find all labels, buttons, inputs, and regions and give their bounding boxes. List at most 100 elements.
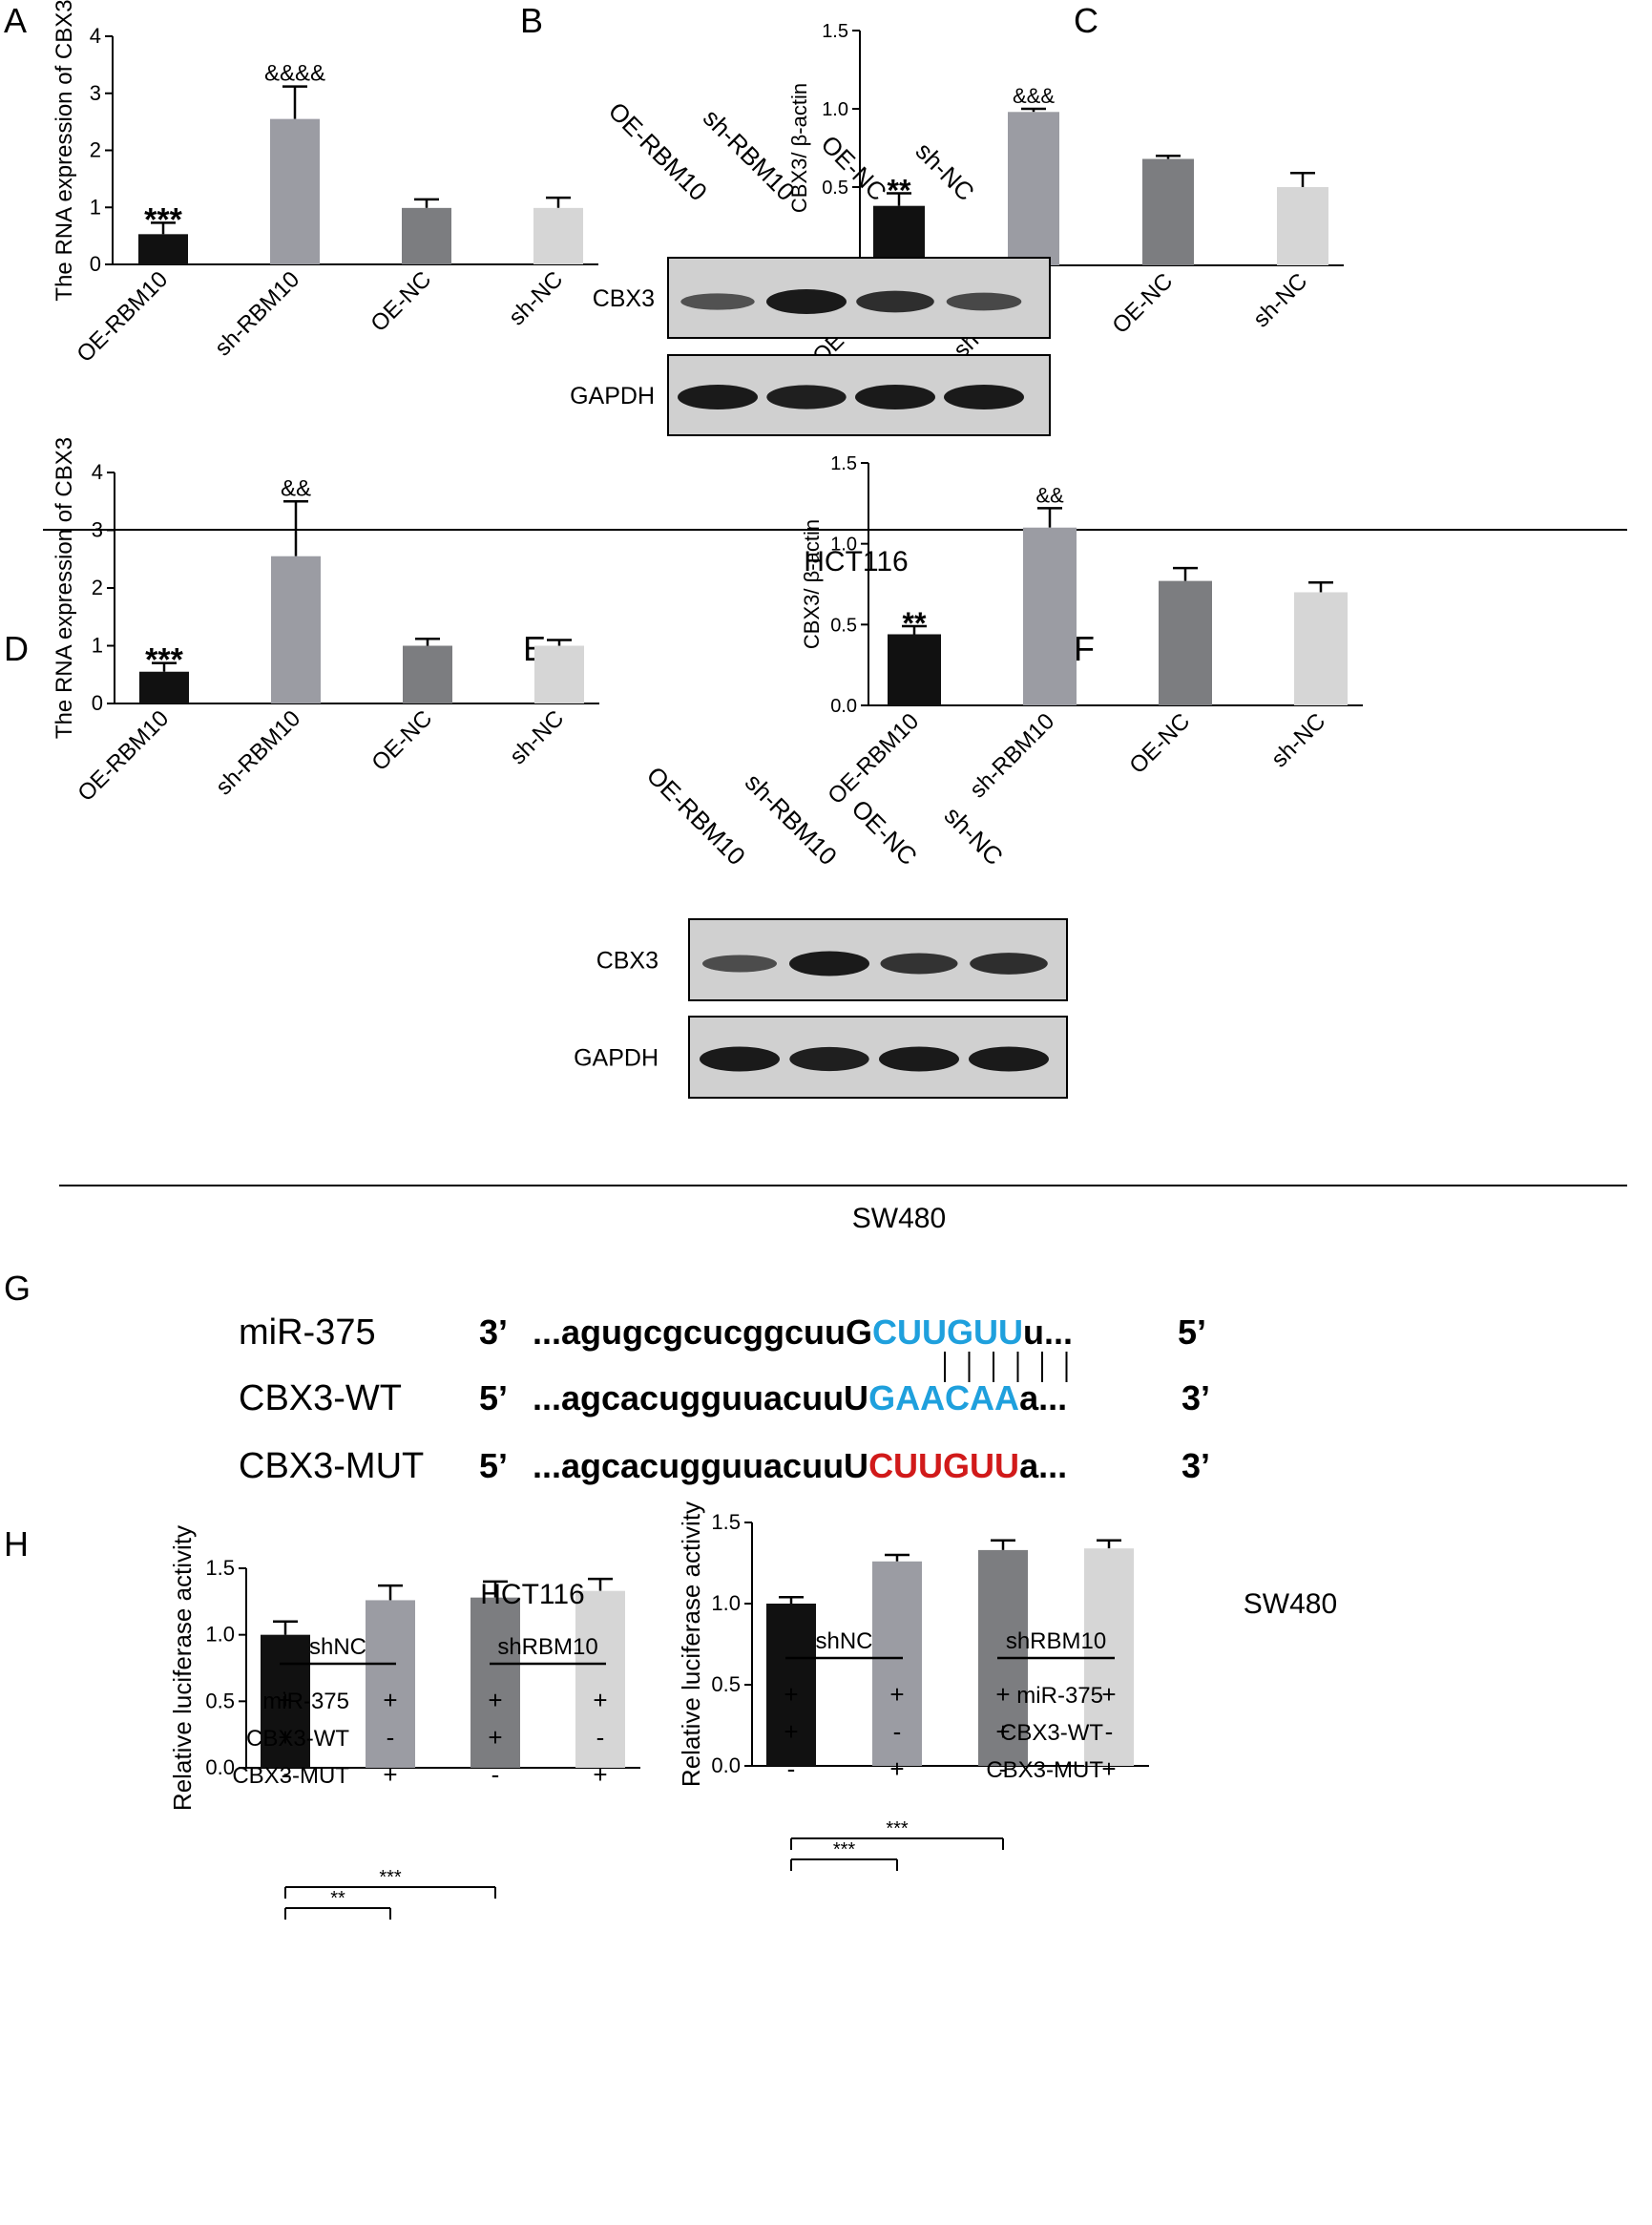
category-label: sh-RBM10 [965, 708, 1059, 803]
blot-band [766, 289, 847, 314]
y-tick-label: 4 [90, 24, 101, 48]
panel-letter-g: G [4, 1269, 31, 1308]
condition-mark: + [889, 1680, 904, 1709]
condition-mark: + [995, 1717, 1010, 1746]
bar-2 [402, 207, 451, 264]
condition-mark: - [491, 1760, 500, 1789]
blot-band [855, 385, 935, 409]
group-label-middle: SW480 [852, 1203, 946, 1234]
significance-label: ** [903, 606, 927, 640]
condition-mark: + [1101, 1680, 1116, 1709]
y-tick-label: 3 [90, 81, 101, 105]
category-label: OE-NC [366, 705, 437, 776]
condition-mark: + [278, 1686, 292, 1714]
y-tick-label: 4 [92, 460, 103, 484]
panel-letter-b: B [520, 1, 543, 40]
sequence-text: ...agcacugguuacuuUGAACAAa... [533, 1378, 1067, 1417]
sequence-text: ...agugcgcucggcuuGCUUGUUu... [533, 1312, 1073, 1352]
sequence-suffix: a... [1019, 1378, 1067, 1417]
lane-label: OE-NC [847, 794, 923, 871]
significance-label: &&& [1013, 84, 1055, 108]
condition-mark: - [1105, 1717, 1114, 1746]
bar-1 [1008, 112, 1059, 265]
bar-0 [138, 234, 188, 264]
lane-label: OE-RBM10 [603, 96, 713, 206]
y-tick-label: 1 [92, 634, 103, 658]
blot-band [789, 951, 869, 976]
category-label: sh-NC [1248, 268, 1312, 332]
category-label: OE-RBM10 [73, 705, 174, 807]
condition-mark: + [784, 1680, 798, 1709]
category-label: sh-NC [1266, 708, 1330, 772]
sequence-text: ...agcacugguuacuuUCUUGUUa... [533, 1446, 1067, 1485]
blot-band [880, 953, 958, 975]
bracket-label: *** [886, 1818, 909, 1839]
panel-letter-f: F [1074, 629, 1095, 668]
bar-1 [271, 556, 321, 703]
sequence-end-left: 5’ [479, 1446, 508, 1485]
y-axis-label: Relative luciferase activity [677, 1501, 705, 1787]
lane-label: sh-NC [939, 801, 1009, 871]
y-tick-label: 1.5 [711, 1510, 741, 1534]
blot-band [680, 293, 755, 310]
y-tick-label: 0.0 [205, 1755, 235, 1779]
chart-title: HCT116 [480, 1579, 584, 1610]
condition-mark: - [282, 1760, 290, 1789]
sequence-end-left: 3’ [479, 1312, 508, 1352]
condition-mark: + [488, 1723, 502, 1752]
sequence-end-right: 5’ [1178, 1312, 1206, 1352]
condition-label: CBX3-MUT [986, 1757, 1103, 1783]
condition-label: miR-375 [1016, 1683, 1103, 1709]
sequence-prefix: ...agcacugguuacuuU [533, 1378, 868, 1417]
y-tick-label: 3 [92, 518, 103, 542]
bar-0 [766, 1604, 816, 1766]
bar-2 [1142, 158, 1194, 265]
y-tick-label: 2 [92, 576, 103, 599]
bar-0 [888, 634, 941, 705]
blot-band [970, 953, 1048, 975]
y-tick-label: 0.5 [830, 615, 857, 636]
condition-mark: + [278, 1723, 292, 1752]
significance-label: ** [888, 174, 911, 208]
sequence-suffix: u... [1023, 1312, 1073, 1352]
bar-1 [270, 118, 320, 264]
lane-label: sh-RBM10 [698, 103, 801, 206]
condition-label: miR-375 [262, 1689, 349, 1714]
blot-band [678, 385, 758, 409]
significance-label: *** [144, 201, 182, 238]
condition-mark: + [889, 1754, 904, 1783]
bar-2 [1159, 580, 1212, 705]
significance-label: &&&& [264, 61, 325, 87]
lane-label: sh-NC [910, 136, 980, 206]
bar-3 [534, 645, 584, 703]
significance-label: && [281, 475, 311, 501]
significance-label: *** [145, 642, 183, 679]
condition-mark: - [596, 1723, 605, 1752]
group-header: shNC [815, 1628, 872, 1654]
y-tick-label: 1.5 [205, 1556, 235, 1580]
sequence-row: miR-375 3’ ...agugcgcucggcuuGCUUGUUu... 5’ [239, 1312, 1206, 1353]
condition-mark: + [784, 1717, 798, 1746]
lane-label: sh-RBM10 [740, 767, 843, 871]
condition-mark: + [1101, 1754, 1116, 1783]
bar-0 [873, 205, 925, 265]
bar-1 [366, 1600, 415, 1768]
y-tick-label: 0 [90, 252, 101, 276]
group-header: shRBM10 [1006, 1628, 1106, 1654]
sequence-suffix: a... [1019, 1446, 1067, 1485]
bar-0 [139, 671, 189, 703]
y-axis-label: CBX3/ β-actin [800, 519, 824, 649]
blot-band [856, 290, 934, 313]
panel-letter-c: C [1074, 1, 1098, 40]
sequence-end-right: 3’ [1181, 1378, 1210, 1417]
blot-row-label: GAPDH [574, 1045, 659, 1072]
condition-mark: - [893, 1717, 902, 1746]
bar-0 [261, 1634, 310, 1768]
condition-mark: - [387, 1723, 395, 1752]
bar-2 [403, 645, 452, 703]
condition-label: CBX3-WT [246, 1726, 349, 1752]
y-axis-label: The RNA expression of CBX3 [52, 437, 77, 739]
bracket-label: ** [330, 1888, 345, 1909]
y-axis-label: The RNA expression of CBX3 [52, 0, 77, 302]
